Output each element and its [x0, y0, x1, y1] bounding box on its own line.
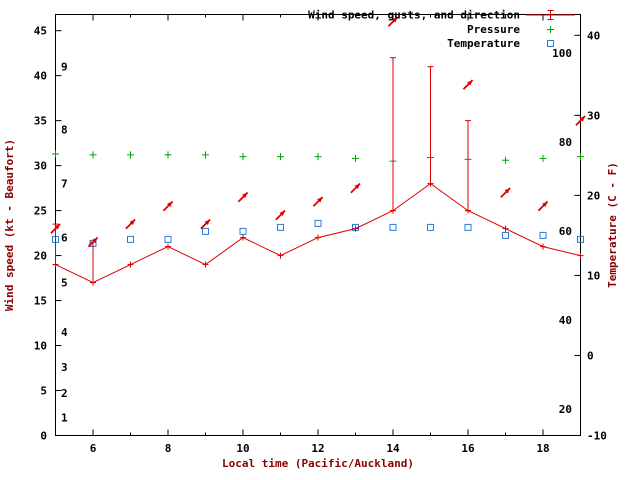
c-tick-label: 30: [587, 109, 600, 122]
wind-direction-arrow-head: [317, 197, 323, 203]
wind-direction-arrow-head: [579, 116, 586, 122]
c-tick-label: -10: [587, 430, 607, 443]
x-tick-label: 6: [90, 442, 97, 455]
x-axis-title: Local time (Pacific/Auckland): [222, 457, 414, 470]
legend-temperature-sample: [547, 40, 554, 47]
kt-tick-label: 0: [40, 430, 47, 443]
temperature-point: [277, 223, 284, 231]
temperature-point: [427, 223, 434, 231]
kt-tick-label: 45: [34, 25, 47, 38]
f-tick-label: 80: [559, 136, 572, 149]
beaufort-label: 7: [61, 178, 68, 191]
kt-tick-label: 5: [40, 385, 47, 398]
f-tick-label: 40: [559, 314, 572, 327]
temperature-point: [202, 227, 209, 235]
temperature-point: [164, 235, 172, 243]
temperature-point: [539, 231, 547, 239]
beaufort-label: 3: [61, 361, 68, 374]
c-tick-label: 0: [587, 349, 594, 362]
wind-direction-arrow-head: [129, 219, 136, 226]
beaufort-label: 6: [61, 232, 68, 245]
beaufort-label: 2: [61, 387, 68, 400]
y-right-axis-title: Temperature (C - F): [606, 162, 619, 288]
kt-tick-label: 35: [34, 115, 47, 128]
wind-direction-arrow-head: [279, 210, 286, 217]
temperature-point: [464, 223, 472, 231]
legend-label-wind: Wind speed, gusts, and direction: [308, 9, 520, 22]
legend-label-pressure: Pressure: [467, 23, 520, 36]
wind-direction-arrow-head: [92, 237, 98, 244]
wind-speed-line: [55, 183, 581, 284]
temperature-point: [127, 235, 134, 243]
x-tick-label: 16: [461, 442, 475, 455]
wind-direction-arrow-head: [504, 188, 511, 194]
y-left-axis-title: Wind speed (kt - Beaufort): [3, 139, 16, 311]
wind-direction-arrow-head: [242, 192, 248, 199]
legend-label-temperature: Temperature: [447, 37, 520, 50]
kt-tick-label: 10: [34, 340, 47, 353]
wind-direction-arrow-head: [204, 219, 211, 226]
wind-direction-arrow-head: [392, 17, 398, 23]
wind-direction-arrow-head: [354, 183, 361, 190]
c-tick-label: 40: [587, 29, 600, 42]
plot-border: [55, 14, 581, 436]
x-tick-label: 14: [386, 442, 400, 455]
wind-direction-arrow-head: [542, 201, 548, 208]
wind-direction-arrow-head: [467, 80, 473, 86]
kt-tick-label: 20: [34, 250, 47, 263]
beaufort-label: 8: [61, 124, 68, 137]
temperature-point: [577, 235, 584, 243]
temperature-point: [314, 219, 322, 227]
c-tick-label: 10: [587, 269, 600, 282]
x-tick-label: 10: [236, 442, 249, 455]
beaufort-label: 5: [61, 277, 68, 290]
c-tick-label: 20: [587, 189, 600, 202]
kt-tick-label: 40: [34, 70, 47, 83]
beaufort-label: 1: [61, 412, 68, 425]
f-tick-label: 100: [552, 47, 572, 60]
temperature-point: [389, 223, 397, 231]
temperature-point: [239, 227, 247, 235]
x-tick-label: 12: [311, 442, 324, 455]
temperature-point: [502, 231, 509, 239]
kt-tick-label: 15: [34, 295, 47, 308]
f-tick-label: 60: [559, 225, 572, 238]
x-tick-label: 18: [536, 442, 549, 455]
beaufort-label: 4: [61, 326, 68, 339]
kt-tick-label: 30: [34, 160, 47, 173]
wind-direction-arrow-head: [167, 201, 173, 208]
kt-tick-label: 25: [34, 205, 47, 218]
f-tick-label: 20: [559, 403, 572, 416]
x-tick-label: 8: [165, 442, 172, 455]
wind-direction-arrow-head: [54, 224, 61, 230]
beaufort-label: 9: [61, 61, 68, 74]
